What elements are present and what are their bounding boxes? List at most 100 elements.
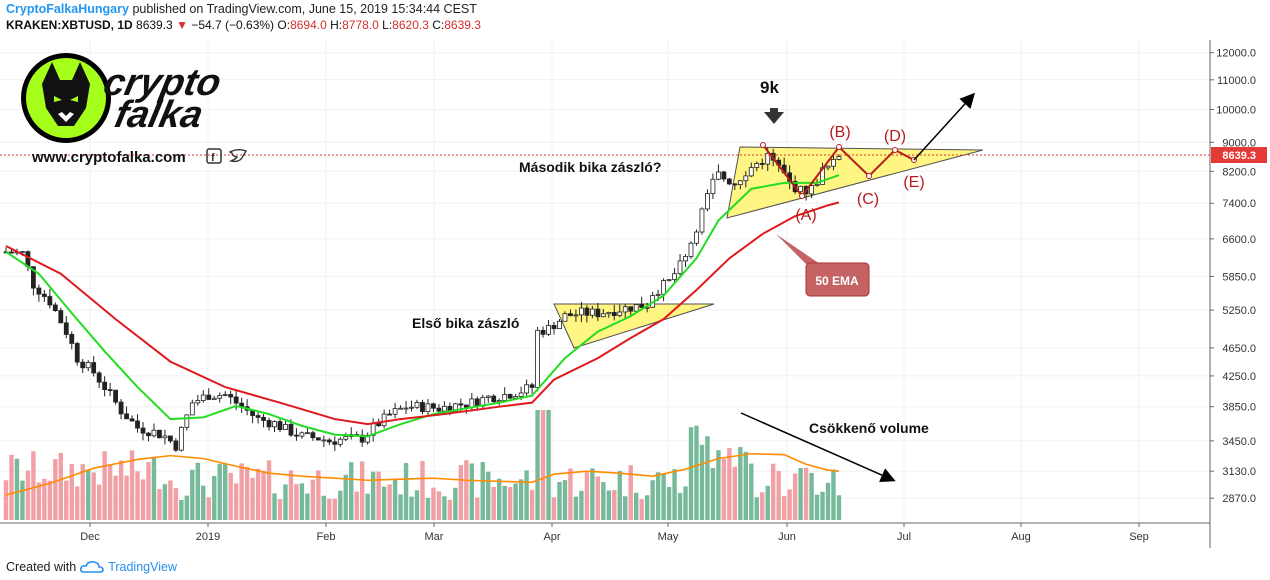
logo-text-crypto: crypto <box>100 61 225 104</box>
candle-body <box>299 432 305 437</box>
candle-body <box>436 407 442 412</box>
candle-body <box>392 408 398 415</box>
candle-body <box>310 432 316 439</box>
volume-bar <box>168 480 173 520</box>
candle-body <box>30 266 36 289</box>
low-label: L: <box>382 18 393 32</box>
candle-body <box>52 304 58 311</box>
volume-bar <box>727 448 732 520</box>
label-volume-note: Csökkenő volume <box>809 420 929 436</box>
candle-body <box>606 312 612 315</box>
volume-bar <box>634 492 639 520</box>
volume-bar <box>75 486 80 520</box>
volume-bar <box>25 470 31 520</box>
volume-bar <box>776 470 781 520</box>
facebook-icon-glyph: f <box>211 152 215 164</box>
volume-bar <box>557 481 562 520</box>
wave-label: (E) <box>903 174 924 191</box>
candle-body <box>485 395 491 398</box>
volume-bar <box>140 479 146 520</box>
candle-body <box>102 381 108 391</box>
price-tick-label: 11000.0 <box>1217 75 1256 87</box>
volume-bar <box>365 493 370 520</box>
candle-body <box>518 392 524 397</box>
volume-bar <box>754 497 759 520</box>
tradingview-cloud-icon <box>80 561 104 573</box>
volume-bar <box>107 464 113 520</box>
candle-body <box>118 401 124 415</box>
volume-bar <box>195 462 200 520</box>
volume-bar <box>836 495 842 520</box>
volume-bar <box>305 493 310 520</box>
price-axis[interactable]: 12000.0 11000.0 10000.0 9000.0 8200.0 7400.0 6… <box>1210 48 1256 505</box>
volume-bar <box>825 482 831 520</box>
candle-body <box>69 334 75 344</box>
volume-bar <box>644 495 650 520</box>
label-first-flag: Első bika zászló <box>412 315 519 331</box>
volume-bar <box>831 469 836 520</box>
twitter-icon[interactable] <box>228 149 248 163</box>
time-tick-label: Mar <box>425 531 444 543</box>
wave-point <box>836 144 842 150</box>
low-value: 8620.3 <box>392 18 429 32</box>
volume-bar <box>288 470 294 520</box>
volume-bar <box>650 480 655 520</box>
candle-body <box>211 397 217 400</box>
candles <box>3 147 842 452</box>
time-tick-label: Jul <box>897 531 911 543</box>
tradingview-link[interactable]: TradingView <box>108 560 177 574</box>
candle-body <box>661 280 666 295</box>
candle-body <box>261 417 266 421</box>
candle-body <box>579 307 584 316</box>
volume-bar <box>683 486 688 520</box>
candle-body <box>562 313 568 322</box>
candle-body <box>441 405 447 412</box>
candle-body <box>9 251 14 254</box>
candle-body <box>140 427 146 434</box>
candle-body <box>600 313 606 318</box>
candle-body <box>283 423 288 430</box>
volume-bar <box>3 480 9 520</box>
author-link[interactable]: CryptoFalkaHungary <box>6 2 129 16</box>
volume-bar <box>42 478 47 520</box>
candle-body <box>759 163 765 165</box>
candle-body <box>162 435 168 439</box>
volume-bar <box>146 462 151 520</box>
last-price-label: 8639.3 <box>1211 147 1267 164</box>
volume-bar <box>129 450 135 520</box>
candle-body <box>633 304 639 312</box>
price-tick-label: 3850.0 <box>1222 402 1256 414</box>
candle-body <box>568 313 573 317</box>
volume-bar <box>562 480 568 520</box>
volume-bar <box>688 427 694 520</box>
volume-bar <box>502 485 507 520</box>
candle-body <box>146 432 151 437</box>
candle-body <box>315 437 321 441</box>
volume-bar <box>666 486 672 520</box>
footer: Created with TradingView <box>6 560 177 574</box>
volume-bar <box>91 472 96 520</box>
candle-body <box>469 398 475 408</box>
volume-bar <box>321 495 327 520</box>
wave-point <box>892 147 898 153</box>
volume-bar <box>628 465 633 520</box>
time-axis[interactable]: Dec 2019 Feb Mar Apr May Jun Jul Aug Sep <box>80 523 1149 543</box>
price-tick-label: 6600.0 <box>1222 234 1256 246</box>
time-tick-label: May <box>658 531 679 543</box>
volume-bar <box>732 466 738 520</box>
volume-bar <box>694 425 699 520</box>
volume-bar <box>760 492 765 520</box>
open-label: O: <box>277 18 291 32</box>
volume-bar <box>551 497 557 520</box>
volume-bar <box>96 484 102 520</box>
price-tick-label: 7400.0 <box>1222 198 1256 210</box>
wave-path <box>760 142 917 199</box>
volume-bar <box>47 480 53 520</box>
candle-body <box>398 407 403 410</box>
time-tick-label: Feb <box>317 531 336 543</box>
candle-body <box>85 362 91 369</box>
down-arrow-icon <box>764 108 784 124</box>
facebook-icon[interactable] <box>206 148 222 164</box>
open-value: 8694.0 <box>290 18 327 32</box>
